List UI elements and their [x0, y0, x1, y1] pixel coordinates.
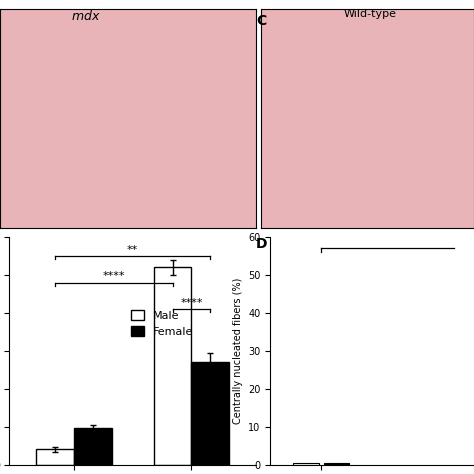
- Bar: [36, 449, 74, 465]
- Text: ****: ****: [103, 272, 125, 282]
- Text: ****: ****: [180, 298, 203, 308]
- Bar: [324, 463, 349, 465]
- Bar: [154, 267, 191, 465]
- Text: C: C: [256, 14, 266, 28]
- Text: $\it{mdx}$: $\it{mdx}$: [71, 9, 100, 24]
- Text: **: **: [127, 245, 138, 255]
- Text: Wild-type: Wild-type: [343, 9, 396, 19]
- Legend: Male, Female: Male, Female: [131, 310, 193, 337]
- Bar: [74, 428, 111, 465]
- Text: D: D: [256, 237, 267, 251]
- Bar: [191, 362, 229, 465]
- Y-axis label: Centrally nucleated fibers (%): Centrally nucleated fibers (%): [233, 278, 243, 424]
- Bar: [293, 463, 319, 465]
